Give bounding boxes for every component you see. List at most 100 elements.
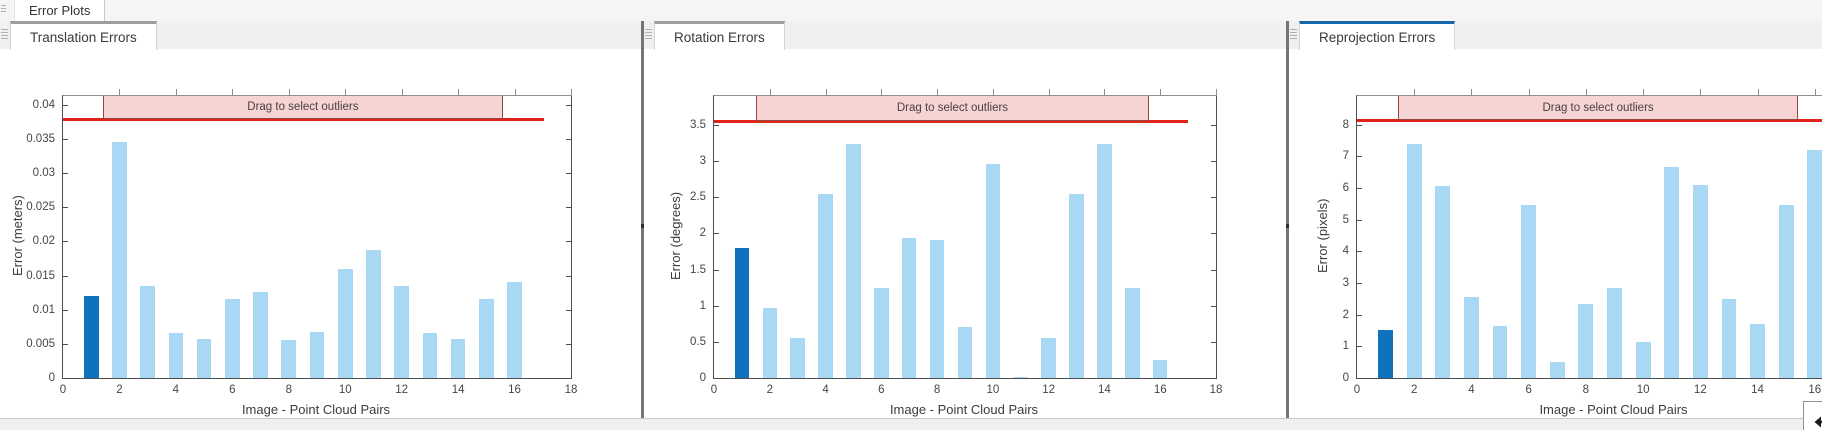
bar-pair-5[interactable] [1492, 325, 1508, 378]
figure-tab-bar: Reprojection Errors [1289, 21, 1822, 50]
outlier-selector-label: Drag to select outliers [1542, 101, 1654, 114]
bar-pair-10[interactable] [337, 268, 353, 378]
panel-splitter[interactable] [641, 21, 644, 418]
bar-pair-11[interactable] [1013, 376, 1029, 378]
bar-pair-9[interactable] [1607, 287, 1622, 378]
x-tick-label: 16 [1153, 384, 1167, 396]
panel-splitter[interactable] [1286, 21, 1289, 418]
bar-pair-14[interactable] [1097, 144, 1112, 378]
bar-pair-13[interactable] [422, 332, 438, 378]
figure-tab-bar: Translation Errors [0, 21, 641, 50]
bar-pair-1[interactable] [734, 247, 750, 378]
outlier-threshold-line[interactable] [63, 117, 545, 121]
y-tick-label: 0 [1342, 372, 1349, 384]
bar-pair-2[interactable] [762, 307, 778, 378]
axes-translation-errors: Drag to select outliers 0 2 4 6 8 10 12 14 16 18 0 0… [26, 89, 577, 396]
outlier-threshold-line[interactable] [1357, 119, 1822, 123]
bar-pair-3[interactable] [790, 337, 805, 378]
bar-pair-6[interactable] [1521, 205, 1537, 378]
bar-pair-3[interactable] [1435, 186, 1451, 378]
y-tick-mark [63, 173, 68, 175]
x-tick-label: 12 [1042, 384, 1056, 396]
drag-grip-icon[interactable] [645, 29, 652, 39]
bar-pair-9[interactable] [957, 327, 973, 378]
bar-pair-6[interactable] [224, 299, 240, 378]
bar-pair-14[interactable] [1750, 324, 1765, 378]
tab-rotation-errors-label: Rotation Errors [674, 29, 765, 45]
bar-pair-1[interactable] [83, 296, 99, 378]
outlier-selector-box[interactable]: Drag to select outliers [755, 96, 1150, 122]
drag-grip-icon[interactable] [1290, 29, 1297, 39]
bar-pair-2[interactable] [1406, 144, 1422, 378]
tab-rotation-errors[interactable]: Rotation Errors [654, 21, 785, 50]
ruler-tick-mark [769, 89, 771, 96]
y-tick-label: 7 [1342, 150, 1349, 163]
bar-pair-10[interactable] [985, 163, 1001, 378]
tab-error-plots[interactable]: Error Plots [14, 0, 106, 21]
bar-pair-11[interactable] [366, 249, 381, 378]
x-tick-mark [1216, 373, 1217, 378]
bar-pair-2[interactable] [112, 141, 127, 378]
bar-pair-11[interactable] [1664, 167, 1680, 378]
tab-reprojection-errors-label: Reprojection Errors [1319, 29, 1436, 45]
outlier-selector-label: Drag to select outliers [247, 100, 359, 113]
ruler-tick-mark [1048, 89, 1050, 96]
bar-pair-15[interactable] [478, 299, 494, 378]
panel-translation-errors: Translation Errors Error (meters) Drag t… [0, 21, 641, 418]
bar-pair-4[interactable] [168, 332, 184, 378]
bar-pair-8[interactable] [281, 340, 297, 378]
ruler-tick-mark [571, 89, 572, 96]
ruler-tick-mark [232, 89, 234, 96]
outlier-threshold-line[interactable] [714, 120, 1189, 124]
bar-pair-6[interactable] [874, 288, 889, 378]
export-button[interactable] [1803, 401, 1822, 430]
drag-grip-icon[interactable] [1, 5, 6, 21]
bar-pair-12[interactable] [1041, 337, 1056, 378]
bar-pair-16[interactable] [1807, 149, 1822, 378]
bar-pair-3[interactable] [140, 285, 155, 378]
bar-pair-16[interactable] [507, 282, 522, 378]
ruler-tick-mark [937, 89, 939, 96]
y-axis-label: Error (pixels) [1315, 198, 1330, 274]
outlier-selector-box[interactable]: Drag to select outliers [102, 96, 504, 119]
y-axis-label: Error (meters) [10, 195, 25, 277]
y-tick-mark [1211, 233, 1216, 235]
y-tick-mark [566, 173, 571, 175]
bar-pair-15[interactable] [1125, 288, 1140, 378]
bar-pair-8[interactable] [929, 239, 945, 378]
drag-grip-icon[interactable] [1, 29, 8, 39]
x-tick-label: 2 [116, 384, 123, 396]
bar-pair-7[interactable] [1549, 362, 1565, 378]
bar-pair-16[interactable] [1152, 359, 1168, 378]
ruler-tick-mark [1160, 89, 1162, 96]
y-tick-mark [1357, 187, 1362, 189]
bar-pair-5[interactable] [846, 144, 861, 378]
bar-pair-15[interactable] [1778, 205, 1794, 378]
bar-pair-5[interactable] [196, 339, 212, 378]
y-tick-label: 1 [1342, 340, 1349, 353]
outlier-selector-box[interactable]: Drag to select outliers [1398, 96, 1798, 121]
axes-rotation-errors: Drag to select outliers 0 2 4 6 8 10 12 14 16 18 0 0… [690, 89, 1222, 396]
bar-pair-4[interactable] [818, 193, 833, 378]
bar-pair-12[interactable] [1692, 184, 1708, 378]
bar-pair-7[interactable] [253, 291, 268, 378]
y-tick-mark [1357, 314, 1362, 316]
bar-pair-12[interactable] [394, 285, 409, 378]
bar-pair-1[interactable] [1378, 330, 1394, 378]
tab-translation-errors[interactable]: Translation Errors [10, 21, 157, 50]
bar-pair-9[interactable] [309, 332, 325, 378]
y-tick-mark [1357, 156, 1362, 158]
y-tick-mark [714, 197, 719, 199]
tab-reprojection-errors[interactable]: Reprojection Errors [1299, 21, 1456, 50]
y-tick-label: 0.03 [32, 167, 55, 180]
bar-pair-13[interactable] [1721, 298, 1737, 378]
bar-pair-14[interactable] [450, 339, 466, 378]
ruler-tick-mark [119, 89, 121, 96]
bar-pair-4[interactable] [1464, 297, 1479, 378]
bar-pair-8[interactable] [1578, 303, 1594, 378]
bar-pair-7[interactable] [901, 237, 917, 378]
y-tick-mark [63, 241, 68, 243]
bar-pair-13[interactable] [1069, 193, 1084, 378]
bar-pair-10[interactable] [1635, 341, 1651, 378]
y-tick-label: 0.015 [26, 269, 55, 282]
